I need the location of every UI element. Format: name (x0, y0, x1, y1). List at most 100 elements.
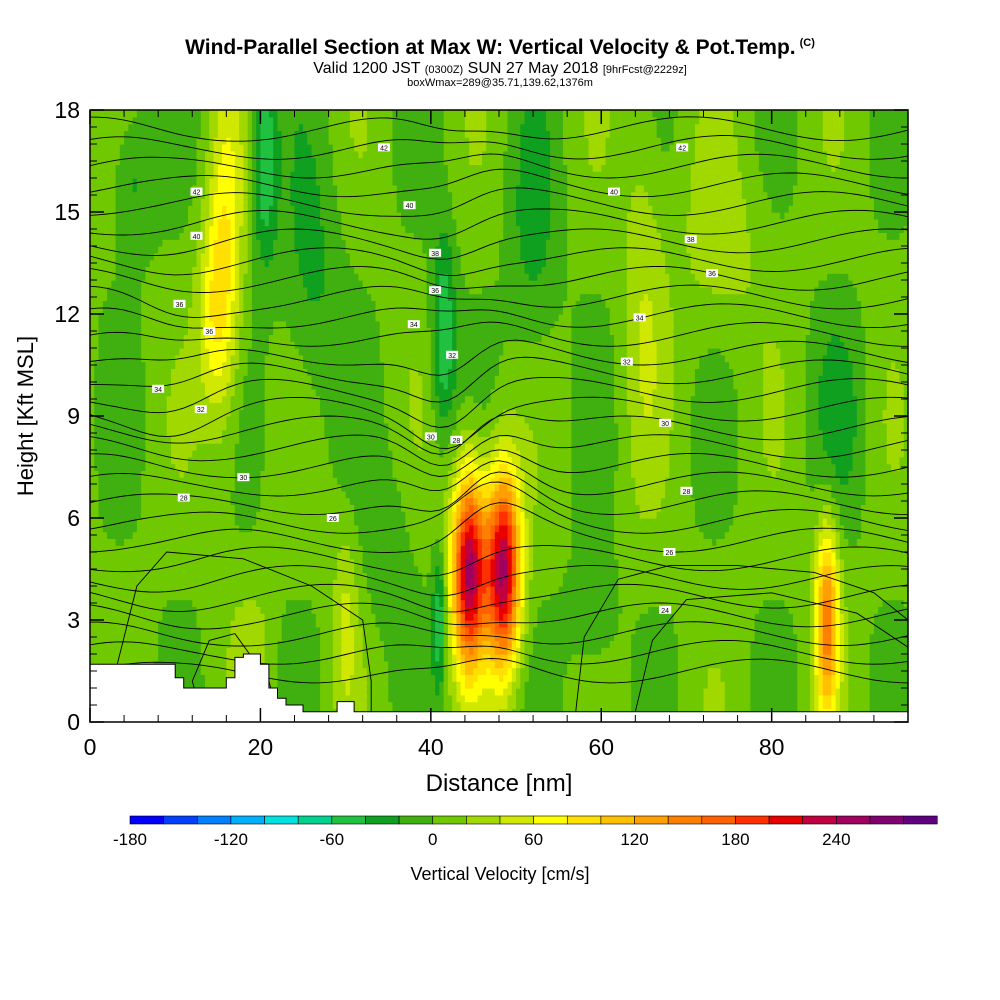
velocity-cell (383, 688, 389, 696)
velocity-cell (281, 579, 287, 587)
velocity-cell (797, 565, 803, 573)
velocity-cell (673, 572, 679, 580)
velocity-cell (635, 701, 641, 709)
velocity-cell (354, 626, 360, 635)
velocity-cell (741, 667, 747, 675)
velocity-cell (626, 592, 632, 601)
velocity-cell (226, 667, 232, 675)
velocity-cell (754, 579, 760, 587)
velocity-cell (712, 694, 717, 703)
velocity-cell (264, 572, 270, 580)
velocity-cell (430, 579, 436, 587)
velocity-cell (724, 579, 730, 587)
velocity-cell (575, 633, 581, 641)
velocity-cell (303, 647, 308, 655)
velocity-cell (631, 694, 636, 703)
velocity-cell (771, 674, 777, 682)
velocity-cell (341, 552, 347, 560)
velocity-cell (575, 572, 581, 580)
velocity-cell (775, 552, 781, 560)
velocity-cell (396, 633, 402, 641)
velocity-cell (183, 592, 189, 601)
velocity-cell (554, 701, 560, 709)
velocity-cell (222, 613, 227, 621)
velocity-cell (758, 592, 764, 601)
velocity-cell (435, 667, 440, 675)
velocity-cell (277, 620, 283, 628)
velocity-cell (844, 701, 849, 709)
velocity-cell (94, 586, 100, 594)
velocity-cell (545, 633, 551, 641)
velocity-cell (281, 545, 287, 553)
velocity-cell (328, 572, 334, 580)
velocity-cell (260, 579, 266, 587)
velocity-cell (622, 552, 628, 560)
velocity-cell (780, 681, 786, 689)
velocity-cell (226, 579, 232, 587)
velocity-cell (605, 572, 611, 580)
velocity-cell (639, 674, 645, 682)
velocity-cell (648, 572, 653, 580)
velocity-cell (281, 633, 287, 641)
velocity-cell (149, 626, 155, 635)
velocity-cell (665, 592, 671, 601)
velocity-cell (771, 552, 777, 560)
velocity-cell (196, 558, 202, 567)
velocity-cell (690, 613, 696, 621)
velocity-cell (520, 606, 526, 614)
velocity-cell (771, 565, 777, 573)
velocity-cell (162, 599, 168, 607)
velocity-cell (358, 701, 364, 709)
velocity-cell (584, 688, 590, 696)
velocity-cell (192, 654, 198, 662)
velocity-cell (848, 654, 854, 662)
velocity-cell (767, 592, 773, 601)
velocity-cell (371, 660, 377, 669)
velocity-cell (460, 592, 466, 601)
velocity-cell (320, 572, 325, 580)
velocity-cell (499, 592, 504, 601)
velocity-cell (200, 592, 206, 601)
velocity-cell (839, 647, 845, 655)
velocity-cell (656, 674, 662, 682)
velocity-cell (311, 592, 317, 601)
velocity-cell (703, 606, 709, 614)
velocity-cell (810, 606, 815, 614)
velocity-cell (409, 681, 415, 689)
velocity-cell (298, 579, 304, 587)
velocity-cell (737, 606, 743, 614)
velocity-cell (166, 565, 172, 573)
velocity-cell (588, 620, 594, 628)
velocity-cell (729, 545, 734, 553)
velocity-cell (758, 640, 764, 648)
velocity-cell (792, 558, 798, 567)
velocity-cell (609, 599, 615, 607)
velocity-cell (861, 633, 866, 641)
velocity-cell (869, 606, 875, 614)
velocity-cell (677, 606, 683, 614)
velocity-cell (831, 694, 837, 703)
velocity-cell (733, 701, 739, 709)
velocity-cell (447, 688, 453, 696)
velocity-cell (720, 701, 726, 709)
velocity-cell (124, 626, 129, 635)
velocity-cell (320, 701, 325, 709)
velocity-cell (562, 606, 568, 614)
velocity-cell (273, 620, 279, 628)
velocity-cell (614, 606, 619, 614)
velocity-cell (873, 626, 879, 635)
velocity-cell (865, 647, 871, 655)
velocity-cell (418, 694, 423, 703)
velocity-cell (149, 606, 155, 614)
velocity-cell (290, 620, 296, 628)
velocity-cell (460, 586, 466, 594)
velocity-cell (379, 654, 385, 662)
velocity-cell (107, 606, 112, 614)
velocity-cell (869, 613, 875, 621)
velocity-cell (298, 613, 304, 621)
velocity-cell (388, 674, 394, 682)
velocity-cell (788, 545, 794, 553)
velocity-cell (205, 599, 210, 607)
velocity-cell (413, 681, 419, 689)
velocity-cell (724, 552, 730, 560)
